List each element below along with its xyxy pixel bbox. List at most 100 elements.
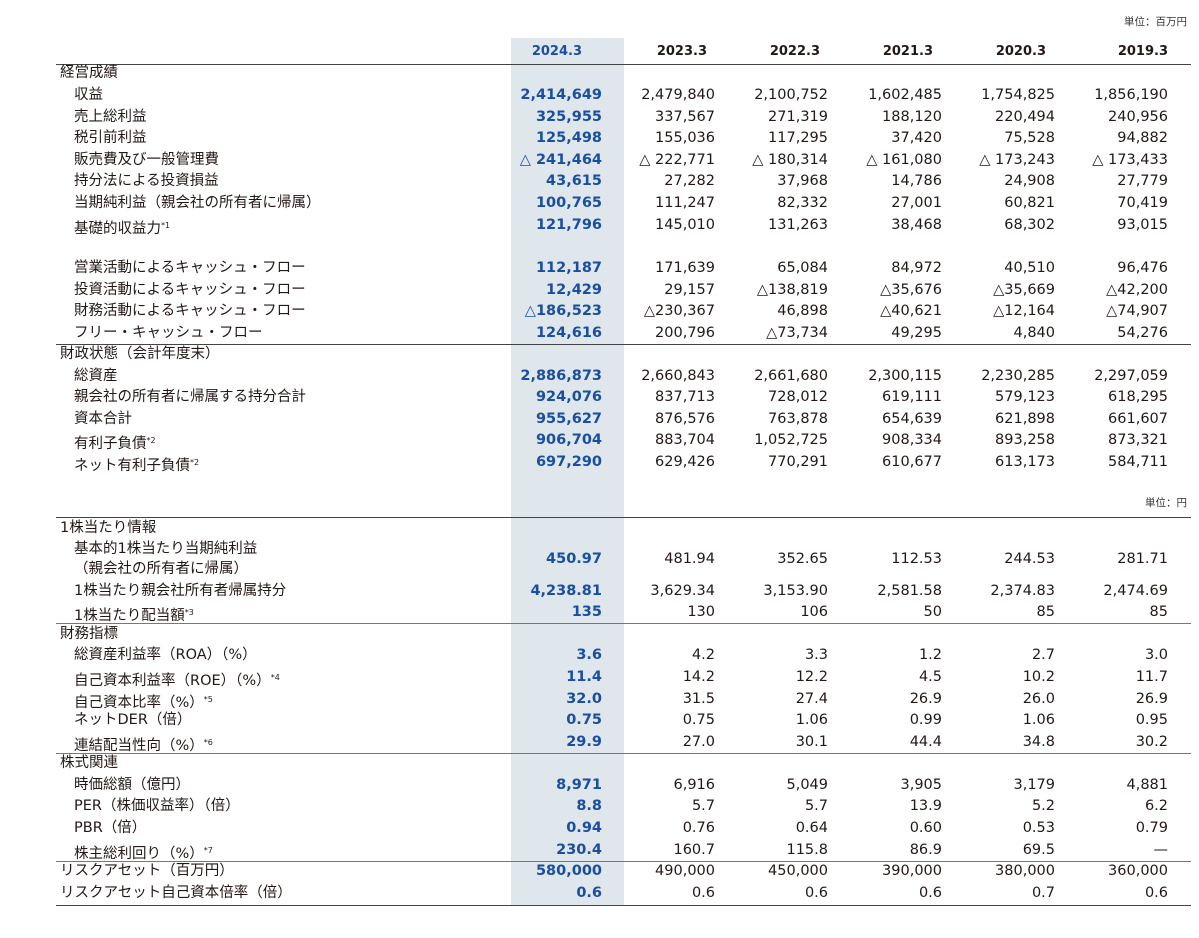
cell-value: 3.3 [804, 647, 828, 663]
cell-value: 0.60 [909, 820, 942, 836]
cell-value: 86.9 [909, 842, 942, 858]
cell-value: 4,881 [1126, 777, 1168, 793]
cell-value: 82,332 [777, 195, 828, 211]
cell-value: 115.8 [786, 842, 828, 858]
cell-value: 125,498 [535, 130, 602, 146]
cell-value: 873,321 [1108, 432, 1168, 448]
cell-value: 27,282 [664, 173, 715, 189]
cell-value: — [1153, 842, 1169, 858]
row-label-text: 連結配当性向（%） [74, 738, 204, 754]
cell-value: 0.79 [1135, 820, 1168, 836]
row-label-text: 総資産 [74, 368, 118, 384]
cell-value: 883,704 [655, 432, 715, 448]
cell-value: 84,972 [891, 260, 942, 276]
cell-value: 12,429 [546, 282, 602, 298]
row-label-text: 売上総利益 [74, 109, 147, 125]
year-header-2022: 2022.3 [769, 44, 820, 59]
cell-value: 0.6 [691, 885, 715, 901]
cell-value: 30.1 [795, 734, 828, 750]
cell-value: 2.7 [1031, 647, 1055, 663]
row-label: 売上総利益 [74, 107, 147, 129]
row-label-text: 投資活動によるキャッシュ・フロー [74, 282, 306, 298]
row-label-text-line2: （親会社の所有者に帰属） [74, 561, 248, 577]
cell-value: 0.75 [566, 712, 602, 728]
row-label: 有利子負債*2 [74, 430, 156, 456]
row-label: リスクアセット自己資本倍率（倍） [60, 883, 292, 905]
cell-value: 0.94 [566, 820, 602, 836]
footnote-marker: *4 [270, 673, 280, 682]
cell-value: 26.9 [1135, 691, 1168, 707]
cell-value: 360,000 [1108, 863, 1168, 879]
table-row: 売上総利益 325,955 337,567 271,319 188,120 220,494… [0, 107, 1199, 129]
row-label-text: ネットDER（倍） [74, 712, 192, 728]
cell-value: 69.5 [1022, 842, 1055, 858]
row-label: 財務活動によるキャッシュ・フロー [74, 301, 306, 323]
row-label-text: 収益 [74, 87, 103, 103]
row-label-text: 経営成績 [60, 65, 118, 81]
row-label: ネット有利子負債*2 [74, 452, 199, 478]
cell-value: △12,164 [993, 303, 1055, 319]
cell-value: 10.2 [1022, 669, 1055, 685]
row-label-text: 株式関連 [60, 755, 118, 771]
row-label-text: 販売費及び一般管理費 [74, 152, 219, 168]
cell-value: 390,000 [882, 863, 942, 879]
cell-value: 1.06 [795, 712, 828, 728]
row-label: フリー・キャッシュ・フロー [74, 323, 263, 345]
cell-value: 46,898 [777, 303, 828, 319]
cell-value: △35,669 [993, 282, 1055, 298]
section-title: 経営成績 [60, 63, 118, 85]
row-label: 1株当たり配当額*3 [74, 602, 194, 628]
cell-value: 697,290 [535, 454, 602, 470]
table-row: 資本合計 955,627 876,576 763,878 654,639 621,898 6… [0, 409, 1199, 431]
row-label-text: 自己資本比率（%） [74, 695, 204, 711]
cell-value: 37,968 [777, 173, 828, 189]
section-title: 財政状態（会計年度末） [60, 344, 220, 366]
row-label-text: 有利子負債 [74, 436, 147, 452]
section-divider [56, 344, 1191, 345]
footnote-marker: *5 [203, 695, 213, 704]
cell-value: 4.5 [918, 669, 942, 685]
cell-value: 654,639 [882, 411, 942, 427]
cell-value: 0.7 [1031, 885, 1055, 901]
row-label-text: 財政状態（会計年度末） [60, 346, 220, 362]
cell-value: 0.75 [682, 712, 715, 728]
cell-value: 2,374.83 [990, 583, 1055, 599]
cell-value: 49,295 [891, 325, 942, 341]
row-label-text: 財務活動によるキャッシュ・フロー [74, 303, 306, 319]
cell-value: 94,882 [1117, 130, 1168, 146]
cell-value: △ 180,314 [752, 152, 828, 168]
cell-value: 8,971 [556, 777, 602, 793]
table-row: 財務活動によるキャッシュ・フロー △186,523 △230,367 46,898 △4… [0, 301, 1199, 323]
cell-value: 0.6 [576, 885, 602, 901]
section-header: 財務指標 [0, 624, 1199, 646]
cell-value: 2,581.58 [877, 583, 942, 599]
table-row: 持分法による投資損益 43,615 27,282 37,968 14,786 24,908… [0, 171, 1199, 193]
cell-value: 4.2 [691, 647, 715, 663]
cell-value: 2,100,752 [754, 87, 828, 103]
cell-value: 0.95 [1135, 712, 1168, 728]
row-label: 販売費及び一般管理費 [74, 150, 219, 172]
table-row: 当期純利益（親会社の所有者に帰属） 100,765 111,247 82,332 27,… [0, 193, 1199, 215]
cell-value: 155,036 [655, 130, 715, 146]
cell-value: 2,230,285 [981, 368, 1055, 384]
cell-value: 54,276 [1117, 325, 1168, 341]
section-header: 経営成績 [0, 63, 1199, 85]
table-row: 親会社の所有者に帰属する持分合計 924,076 837,713 728,012 619… [0, 387, 1199, 409]
cell-value: 11.4 [566, 669, 602, 685]
row-label: 当期純利益（親会社の所有者に帰属） [74, 193, 321, 215]
cell-value: 2,479,840 [641, 87, 715, 103]
row-label-text: リスクアセット（百万円） [60, 863, 234, 879]
cell-value: 5.7 [804, 798, 828, 814]
cell-value: 1,052,725 [754, 432, 828, 448]
cell-value: △186,523 [524, 303, 602, 319]
cell-value: 380,000 [995, 863, 1055, 879]
cell-value: 619,111 [882, 389, 942, 405]
cell-value: 135 [571, 604, 602, 620]
cell-value: 26.0 [1022, 691, 1055, 707]
section-header: 1株当たり情報 [0, 518, 1199, 540]
cell-value: 200,796 [655, 325, 715, 341]
section-header: 財政状態（会計年度末） [0, 344, 1199, 366]
cell-value: 29,157 [664, 282, 715, 298]
row-label: 資本合計 [74, 409, 132, 431]
cell-value: 610,677 [882, 454, 942, 470]
